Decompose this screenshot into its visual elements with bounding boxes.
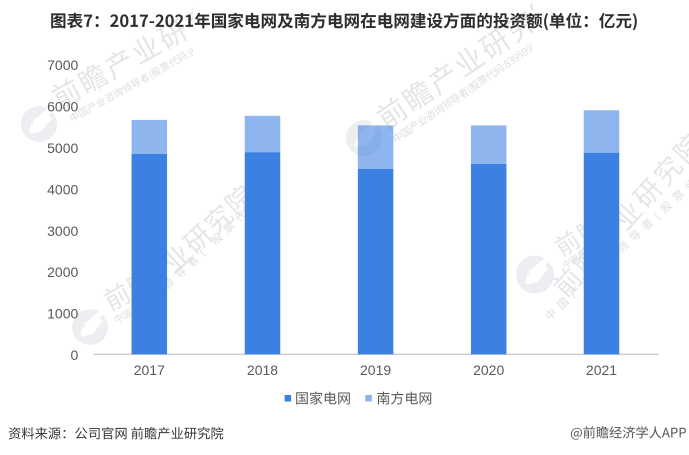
svg-text:2000: 2000 (47, 264, 78, 280)
svg-text:2020: 2020 (473, 362, 504, 378)
svg-text:6000: 6000 (47, 98, 78, 114)
svg-text:2018: 2018 (247, 362, 278, 378)
svg-text:2017: 2017 (134, 362, 165, 378)
svg-text:2019: 2019 (360, 362, 391, 378)
svg-text:0: 0 (71, 347, 79, 363)
svg-text:5000: 5000 (47, 140, 78, 156)
svg-text:3000: 3000 (47, 223, 78, 239)
svg-text:4000: 4000 (47, 181, 78, 197)
svg-text:2021: 2021 (586, 362, 617, 378)
svg-text:7000: 7000 (47, 57, 78, 73)
svg-text:1000: 1000 (47, 306, 78, 322)
